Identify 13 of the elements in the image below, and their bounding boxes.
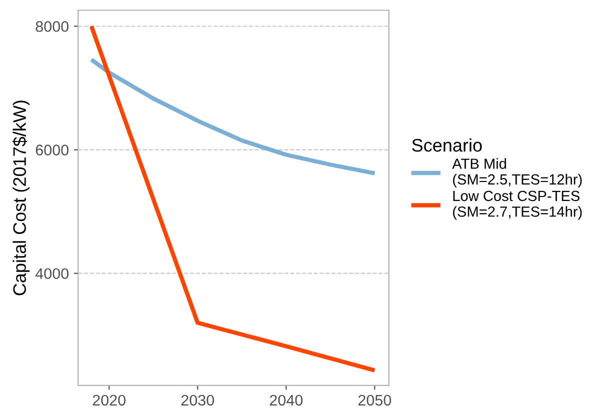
legend-title: Scenario xyxy=(412,138,482,152)
y-tick-label: 8000 xyxy=(36,21,69,32)
x-tick-label: 2050 xyxy=(358,394,392,406)
x-tick-label: 2040 xyxy=(270,394,303,406)
x-tick-label: 2030 xyxy=(181,394,214,406)
y-axis-title: Capital Cost (2017$/kW) xyxy=(12,100,30,296)
line-series xyxy=(89,58,377,176)
legend-label: Low Cost CSP-TES (SM=2.7,TES=14hr) xyxy=(453,190,582,220)
y-tick-label: 6000 xyxy=(36,144,69,156)
x-tick-label: 2020 xyxy=(92,394,126,406)
y-tick-label: 4000 xyxy=(35,268,69,280)
line-series xyxy=(89,24,377,372)
legend-label: ATB Mid (SM=2.5,TES=12hr) xyxy=(452,158,582,188)
